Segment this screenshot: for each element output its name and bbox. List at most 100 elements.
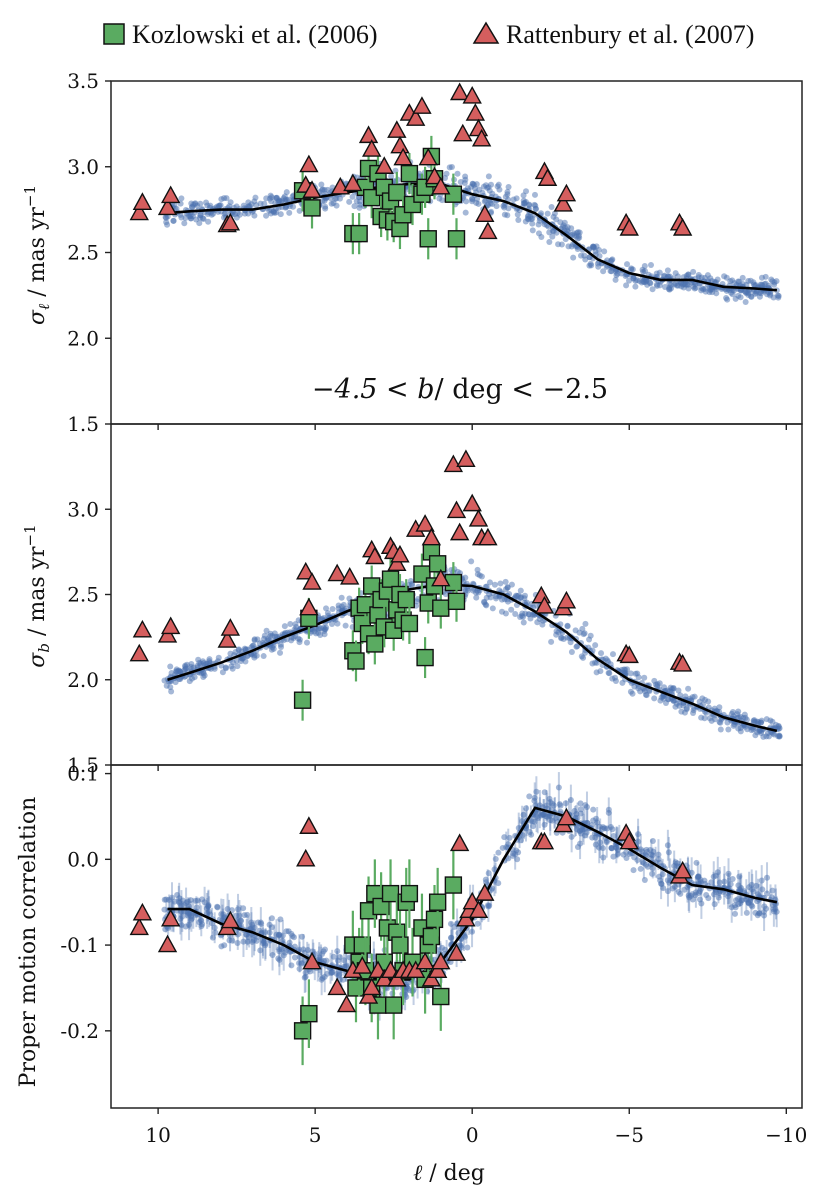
data-point-triangle <box>672 653 693 672</box>
model-point <box>717 719 724 726</box>
model-point <box>288 962 295 969</box>
legend-triangle-marker <box>472 21 500 44</box>
model-point <box>724 719 731 726</box>
model-point <box>414 596 421 603</box>
model-point <box>743 909 750 916</box>
data-point-triangle <box>374 968 394 987</box>
data-point-triangle <box>672 218 693 236</box>
data-point-square <box>381 570 400 588</box>
y-tick-label: 3.0 <box>67 497 99 521</box>
model-point <box>762 280 769 287</box>
model-point <box>624 261 631 268</box>
model-point <box>188 661 195 668</box>
model-point <box>662 284 669 291</box>
model-point <box>333 195 340 202</box>
model-point <box>462 176 469 183</box>
y-tick-label: 3.0 <box>67 155 99 179</box>
model-point <box>266 929 273 936</box>
model-point <box>234 210 241 217</box>
data-point-triangle <box>421 968 442 987</box>
model-point <box>515 849 522 856</box>
model-point <box>388 173 395 180</box>
model-point <box>686 894 693 901</box>
plot-area <box>129 82 782 305</box>
y-tick-label: 2.5 <box>67 583 99 607</box>
data-point-square <box>416 648 434 667</box>
model-point <box>732 897 739 904</box>
model-point <box>597 668 604 675</box>
model-point <box>677 890 684 897</box>
model-point <box>695 890 702 897</box>
model-point <box>631 854 638 861</box>
model-point <box>501 834 508 841</box>
model-point <box>550 802 557 809</box>
model-point <box>474 920 481 927</box>
model-point <box>188 915 195 922</box>
model-point <box>591 244 598 251</box>
x-tick-label: 0 <box>466 1123 479 1147</box>
model-point <box>638 279 645 286</box>
model-point <box>502 578 509 585</box>
model-point <box>748 881 755 888</box>
model-point <box>627 670 634 677</box>
model-point <box>527 214 534 221</box>
data-point-triangle <box>619 831 639 850</box>
model-point <box>238 917 245 924</box>
model-point <box>338 594 345 601</box>
model-point <box>664 842 671 849</box>
model-point <box>742 714 749 721</box>
model-point <box>278 197 285 204</box>
model-point <box>670 684 677 691</box>
model-point <box>641 686 648 693</box>
model-point <box>341 957 348 964</box>
model-point <box>321 628 328 635</box>
data-point-triangle <box>412 96 432 114</box>
model-point <box>557 219 564 226</box>
model-point <box>342 622 349 629</box>
model-point <box>528 831 535 838</box>
model-point <box>674 273 681 280</box>
model-point <box>549 817 556 824</box>
x-axis-label: ℓ / deg <box>413 1161 485 1186</box>
model-point <box>749 903 756 910</box>
model-point <box>464 944 471 951</box>
model-point <box>756 293 763 300</box>
model-point <box>296 965 303 972</box>
model-point <box>643 692 650 699</box>
model-point <box>526 611 533 618</box>
model-point <box>715 894 722 901</box>
model-point <box>268 915 275 922</box>
model-point <box>651 695 658 702</box>
model-point <box>498 608 505 615</box>
model-point <box>742 723 749 730</box>
data-point-square <box>347 652 365 670</box>
model-point <box>514 856 521 863</box>
model-point <box>632 670 639 677</box>
model-point <box>529 818 536 825</box>
model-point <box>614 846 621 853</box>
model-point <box>483 879 490 886</box>
model-point <box>167 684 174 691</box>
x-tick-label: 5 <box>309 1123 322 1147</box>
model-point <box>209 934 216 941</box>
model-point <box>228 663 235 670</box>
model-point <box>531 191 538 198</box>
model-point <box>601 248 608 255</box>
model-point <box>562 236 569 243</box>
data-point-triangle <box>471 128 492 147</box>
model-point <box>605 806 612 813</box>
model-point <box>215 654 222 661</box>
model-point <box>752 909 759 916</box>
model-point <box>609 256 616 263</box>
model-point <box>229 937 236 944</box>
data-point-triangle <box>299 816 319 834</box>
model-point <box>589 660 596 667</box>
data-point-square <box>447 592 466 611</box>
model-point <box>680 281 687 288</box>
model-point <box>693 859 700 866</box>
model-point <box>482 601 489 608</box>
model-point <box>612 276 619 283</box>
data-point-square <box>300 1004 318 1023</box>
model-point <box>515 592 522 599</box>
data-point-triangle <box>424 166 445 185</box>
